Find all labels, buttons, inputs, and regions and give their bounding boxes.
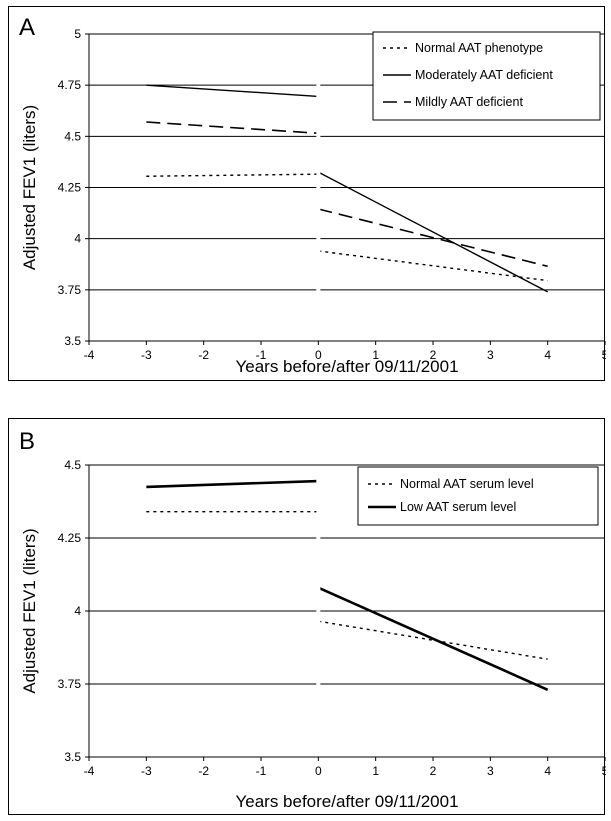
chart-b-svg: B 3.5 3.75 4 4.25 4.5 -4 -3 -2 -1 0 1 2 3 4 5 Years befo…	[19, 428, 606, 811]
legend-a: Normal AAT phenotype Moderately AAT defic…	[372, 31, 601, 121]
x-tick-label-a-5: 1	[372, 348, 379, 362]
legend-label-a-1: Moderately AAT deficient	[415, 68, 553, 82]
y-tick-label-a-0: 3.5	[64, 334, 81, 348]
y-tick-label-a-6: 5	[74, 27, 81, 41]
y-tick-label-b-3: 4.25	[58, 531, 82, 545]
chart-panel-a: A 3.5 3.75 4 4.25 4.5 4.75 5 -4 -3 -2 -1 0 1 2 3 4 5 Years…	[8, 6, 606, 381]
x-tick-label-a-4: 0	[315, 348, 322, 362]
x-tick-label-b-4: 0	[315, 764, 322, 778]
series-line-a-2-0	[146, 121, 319, 135]
series-line-a-1-0	[146, 84, 319, 98]
legend-label-b-1: Low AAT serum level	[400, 500, 516, 514]
x-tick-label-b-6: 2	[430, 764, 437, 778]
series-line-b-1-1	[317, 586, 549, 692]
chart-panel-b: B 3.5 3.75 4 4.25 4.5 -4 -3 -2 -1 0 1 2 3 4 5 Years befo…	[8, 418, 606, 815]
legend-label-a-2: Mildly AAT deficient	[415, 95, 523, 109]
y-tick-label-b-0: 3.5	[64, 750, 81, 764]
y-tick-label-b-4: 4.5	[64, 458, 81, 472]
x-tick-label-b-5: 1	[372, 764, 379, 778]
y-tick-label-a-2: 4	[74, 232, 81, 246]
legend-label-b-0: Normal AAT serum level	[400, 477, 534, 491]
y-tick-label-b-1: 3.75	[58, 677, 82, 691]
legend-label-a-0: Normal AAT phenotype	[415, 41, 543, 55]
x-tick-label-a-3: -1	[256, 348, 267, 362]
legend-b: Normal AAT serum level Low AAT serum leve…	[357, 466, 599, 526]
x-tick-label-b-7: 3	[487, 764, 494, 778]
x-tick-label-a-2: -2	[198, 348, 209, 362]
y-tick-label-a-5: 4.75	[58, 78, 82, 92]
y-tick-label-b-2: 4	[74, 604, 81, 618]
x-tick-label-a-7: 3	[487, 348, 494, 362]
series-line-a-0-1	[318, 250, 548, 282]
x-tick-label-a-9: 5	[602, 348, 606, 362]
series-line-a-0-0	[146, 173, 319, 177]
x-tick-label-a-1: -3	[141, 348, 152, 362]
x-tick-label-a-0: -4	[84, 348, 95, 362]
x-tick-label-a-8: 4	[544, 348, 551, 362]
y-tick-label-a-1: 3.75	[58, 283, 82, 297]
y-tick-label-a-4: 4.5	[64, 129, 81, 143]
x-tick-label-b-0: -4	[84, 764, 95, 778]
series-line-a-1-1	[318, 171, 548, 293]
series-line-b-0-1	[318, 620, 548, 660]
x-axis-title-b: Years before/after 09/11/2001	[235, 792, 458, 811]
y-tick-label-a-3: 4.25	[58, 181, 82, 195]
series-line-b-1-0	[146, 479, 319, 489]
x-tick-label-b-8: 4	[544, 764, 551, 778]
zero-break-b	[316, 466, 321, 756]
x-tick-label-b-9: 5	[602, 764, 606, 778]
y-axis-title-b: Adjusted FEV1 (liters)	[20, 528, 39, 693]
panel-letter-a: A	[19, 14, 35, 41]
legend-box-a	[372, 31, 601, 121]
legend-box-b	[357, 466, 599, 526]
series-line-a-2-1	[318, 208, 548, 268]
panel-letter-b: B	[19, 428, 35, 455]
chart-a-svg: A 3.5 3.75 4 4.25 4.5 4.75 5 -4 -3 -2 -1 0 1 2 3 4 5 Years…	[19, 14, 606, 376]
x-tick-label-b-2: -2	[198, 764, 209, 778]
x-tick-label-b-3: -1	[256, 764, 267, 778]
x-tick-label-a-6: 2	[430, 348, 437, 362]
x-axis-title-a: Years before/after 09/11/2001	[235, 357, 458, 376]
x-tick-label-b-1: -3	[141, 764, 152, 778]
y-axis-title-a: Adjusted FEV1 (liters)	[20, 105, 39, 270]
zero-break-a	[316, 35, 321, 340]
